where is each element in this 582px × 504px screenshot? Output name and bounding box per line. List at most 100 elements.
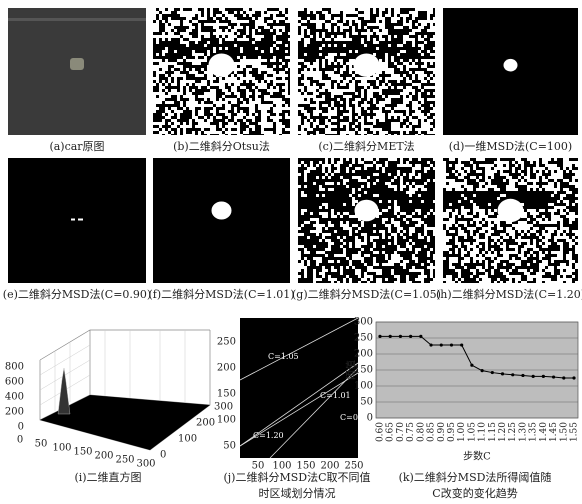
x-tick-label: 150 <box>296 461 315 472</box>
x-tick-label: 1.15 <box>488 422 498 442</box>
x-tick-label: 1.10 <box>478 422 488 442</box>
y-tick-label: 200 <box>217 363 236 374</box>
data-point <box>440 343 443 346</box>
data-point <box>511 373 514 376</box>
car-blob <box>209 53 235 76</box>
data-point <box>389 335 392 338</box>
x-tick-label: 200 <box>94 451 113 462</box>
panel-caption: C改变的变化趋势 <box>432 486 517 500</box>
x-tick-label: 1.50 <box>559 422 569 442</box>
y-tick-label: 100 <box>354 381 373 392</box>
y-tick-label: 50 <box>360 397 373 408</box>
x-tick-label: 0.75 <box>406 422 416 442</box>
y-tick-label: 50 <box>223 441 236 452</box>
data-point <box>419 335 422 338</box>
x-tick-label: 100 <box>52 443 71 454</box>
data-point <box>470 364 473 367</box>
panel-caption: (c)二维斜分MET法 <box>318 139 414 153</box>
data-point <box>429 343 432 346</box>
data-point <box>450 343 453 346</box>
y-tick-label: 100 <box>178 434 197 445</box>
x-tick-label: 1.40 <box>539 422 549 442</box>
z-tick-label: 200 <box>5 407 24 418</box>
data-point <box>501 372 504 375</box>
x-tick-label: 0 <box>17 435 23 446</box>
car-blob <box>355 200 379 222</box>
panel-caption: (a)car原图 <box>49 140 104 153</box>
data-point <box>572 376 575 379</box>
x-tick-label: 250 <box>115 455 134 466</box>
data-point <box>399 335 402 338</box>
z-tick-label: 800 <box>5 362 24 373</box>
y-tick-label: 0 <box>367 413 373 424</box>
car-blob <box>70 58 84 70</box>
x-tick-label: 0.90 <box>437 422 447 442</box>
panel-caption: (h)二维斜分MSD法(C=1.20) <box>436 287 582 301</box>
car-blob <box>71 219 75 221</box>
x-tick-label: 0.70 <box>396 422 406 442</box>
panel-caption: (g)二维斜分MSD法(C=1.05) <box>292 287 441 301</box>
data-point <box>532 375 535 378</box>
z-tick-label: 0 <box>18 422 24 433</box>
x-tick-label: 1.20 <box>498 422 508 442</box>
y-tick-label: 300 <box>214 402 233 413</box>
data-point <box>552 375 555 378</box>
data-point <box>491 371 494 374</box>
x-tick-label: 0.60 <box>376 422 386 442</box>
x-tick-label: 0.80 <box>416 422 426 442</box>
panel-caption: (d)一维MSD法(C=100) <box>449 139 572 153</box>
z-tick-label: 600 <box>5 377 24 388</box>
data-point <box>481 369 484 372</box>
x-tick-label: 200 <box>320 461 339 472</box>
data-point <box>409 335 412 338</box>
z-tick-label: 400 <box>5 392 24 403</box>
x-tick-label: 1.00 <box>457 422 467 442</box>
data-point <box>378 335 381 338</box>
image-band <box>8 18 146 21</box>
panel-caption: (e)二维斜分MSD法(C=0.90) <box>3 287 151 301</box>
y-tick-label: 300 <box>354 317 373 328</box>
x-tick-label: 0.85 <box>427 422 437 442</box>
x-tick-label: 0.65 <box>386 422 396 442</box>
x-tick-label: 1.25 <box>508 422 518 442</box>
x-tick-label: 1.05 <box>467 422 477 442</box>
x-tick-label: 1.45 <box>549 422 559 442</box>
x-tick-label: 100 <box>272 461 291 472</box>
x-axis-label: 步数C <box>463 450 491 463</box>
y-tick-label: 0 <box>160 450 166 461</box>
car-blob <box>78 219 83 221</box>
image-panel <box>8 8 146 135</box>
car-blob <box>354 53 380 76</box>
panel-caption: (b)二维斜分Otsu法 <box>173 139 270 153</box>
y-tick-label: 250 <box>354 333 373 344</box>
panel-caption: (f)二维斜分MSD法(C=1.01) <box>149 287 295 301</box>
y-tick-label: 200 <box>354 349 373 360</box>
panel-caption: (j)二维斜分MSD法C取不同值 <box>223 470 370 484</box>
data-point <box>460 343 463 346</box>
panel-caption: 时区域划分情况 <box>259 487 336 500</box>
y-tick-label: 250 <box>217 337 236 348</box>
x-tick-label: 0.95 <box>447 422 457 442</box>
x-tick-label: 300 <box>136 459 155 470</box>
x-tick-label: 50 <box>35 439 48 450</box>
x-tick-label: 1.55 <box>570 422 580 442</box>
data-point <box>521 374 524 377</box>
image-panel <box>443 8 578 135</box>
x-tick-label: 250 <box>344 461 363 472</box>
car-blob <box>212 202 232 220</box>
line-label: C=1.01 <box>320 391 351 400</box>
y-axis-label: 阈值 <box>345 360 358 380</box>
x-tick-label: 1.30 <box>518 422 528 442</box>
car-blob <box>498 199 524 222</box>
car-blob <box>504 59 518 72</box>
line-label: C=1.05 <box>268 352 299 361</box>
x-tick-label: 150 <box>73 447 92 458</box>
panel-caption: (k)二维斜分MSD法所得阈值随 <box>399 470 552 484</box>
y-tick-label: 150 <box>217 389 236 400</box>
line-label: C=1.20 <box>253 431 284 440</box>
data-point <box>542 375 545 378</box>
y-tick-label: 100 <box>217 415 236 426</box>
image-panel <box>153 158 290 283</box>
image-panel <box>8 158 146 283</box>
panel-caption: (i)二维直方图 <box>74 470 141 484</box>
